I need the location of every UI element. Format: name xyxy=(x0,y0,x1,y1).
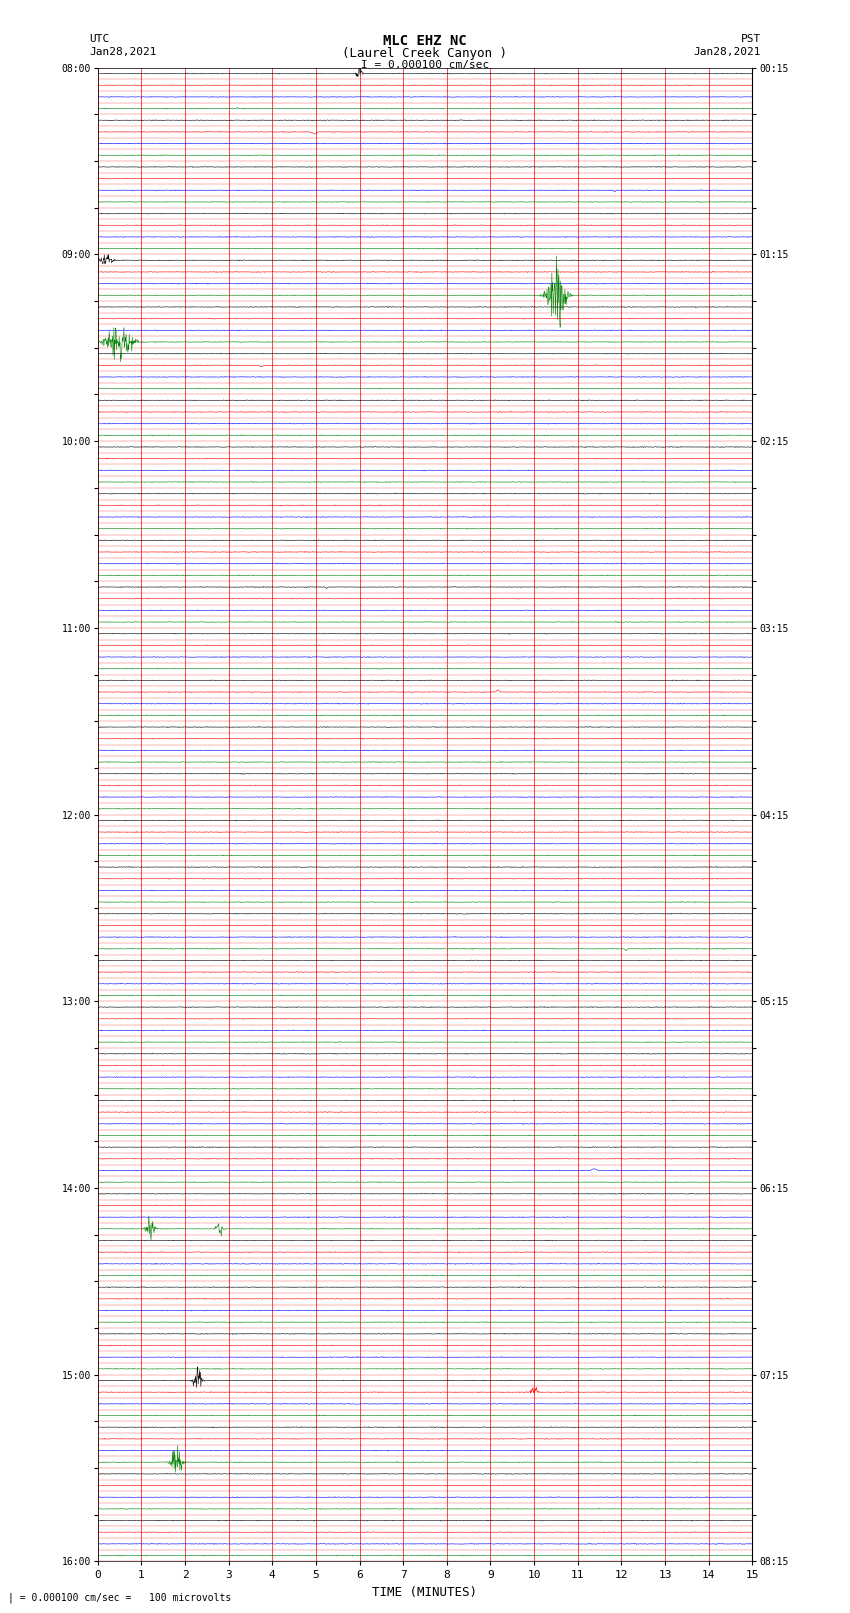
Text: Jan28,2021: Jan28,2021 xyxy=(694,47,761,56)
Text: I = 0.000100 cm/sec: I = 0.000100 cm/sec xyxy=(361,60,489,69)
X-axis label: TIME (MINUTES): TIME (MINUTES) xyxy=(372,1586,478,1598)
Text: | = 0.000100 cm/sec =   100 microvolts: | = 0.000100 cm/sec = 100 microvolts xyxy=(8,1592,232,1603)
Text: PST: PST xyxy=(740,34,761,44)
Text: MLC EHZ NC: MLC EHZ NC xyxy=(383,34,467,48)
Text: Jan28,2021: Jan28,2021 xyxy=(89,47,156,56)
Text: UTC: UTC xyxy=(89,34,110,44)
Text: (Laurel Creek Canyon ): (Laurel Creek Canyon ) xyxy=(343,47,507,60)
